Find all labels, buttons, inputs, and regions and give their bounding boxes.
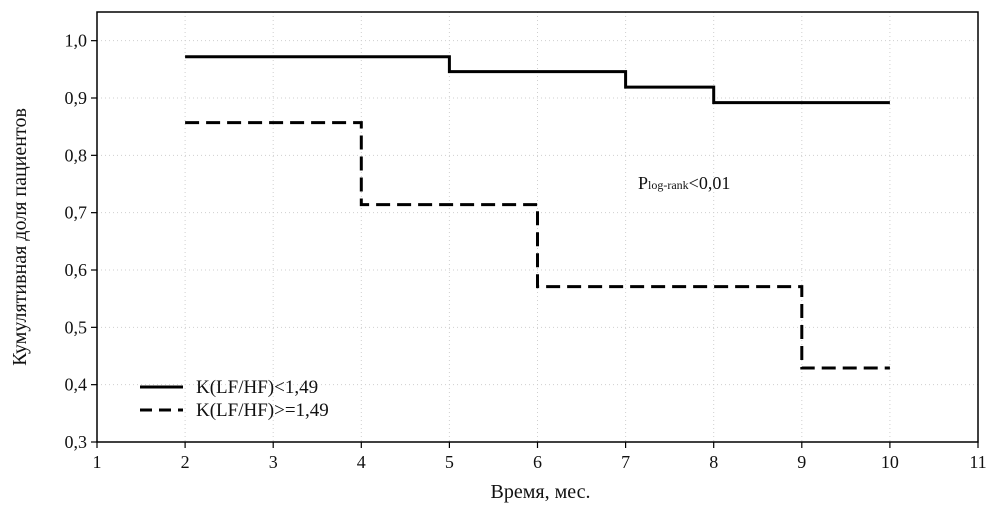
y-axis-title: Кумулятивная доля пациентов bbox=[9, 108, 31, 366]
x-tick-label: 3 bbox=[269, 452, 278, 472]
annotation-main: P bbox=[638, 173, 648, 193]
ticks bbox=[91, 40, 979, 448]
series-layer bbox=[185, 55, 890, 370]
y-tick-label: 0,6 bbox=[65, 260, 88, 280]
x-tick-label: 10 bbox=[881, 452, 899, 472]
plog-rank-annotation: Plog-rank<0,01 bbox=[638, 173, 730, 193]
y-tick-label: 0,9 bbox=[65, 88, 88, 108]
y-tick-label: 0,3 bbox=[65, 432, 88, 452]
x-tick-label: 2 bbox=[181, 452, 190, 472]
series-line-dashed bbox=[185, 121, 890, 370]
legend-label-solid: K(LF/HF)<1,49 bbox=[196, 377, 318, 398]
y-tick-label: 0,8 bbox=[65, 145, 88, 165]
annotation-tail: <0,01 bbox=[689, 173, 731, 193]
y-tick-label: 0,5 bbox=[65, 317, 88, 337]
x-tick-label: 1 bbox=[93, 452, 102, 472]
annotation-subscript: log-rank bbox=[648, 178, 689, 192]
x-tick-label: 6 bbox=[533, 452, 542, 472]
tick-labels: 1 2 3 4 5 6 7 8 9 10 11 0,3 0,4 0,5 0,6 0,7 0,8 0,9 1,0 bbox=[65, 31, 986, 472]
x-tick-label: 11 bbox=[969, 452, 986, 472]
x-tick-label: 7 bbox=[621, 452, 630, 472]
y-tick-label: 0,4 bbox=[65, 375, 88, 395]
x-tick-label: 4 bbox=[357, 452, 366, 472]
x-tick-label: 8 bbox=[709, 452, 718, 472]
y-tick-label: 1,0 bbox=[65, 31, 88, 51]
x-tick-label: 5 bbox=[445, 452, 454, 472]
x-axis-title: Время, мес. bbox=[491, 481, 591, 503]
x-tick-label: 9 bbox=[797, 452, 806, 472]
legend: K(LF/HF)<1,49 K(LF/HF)>=1,49 bbox=[140, 377, 329, 421]
series-line-solid bbox=[185, 55, 890, 105]
y-tick-label: 0,7 bbox=[65, 203, 88, 223]
legend-label-dashed: K(LF/HF)>=1,49 bbox=[196, 400, 329, 421]
